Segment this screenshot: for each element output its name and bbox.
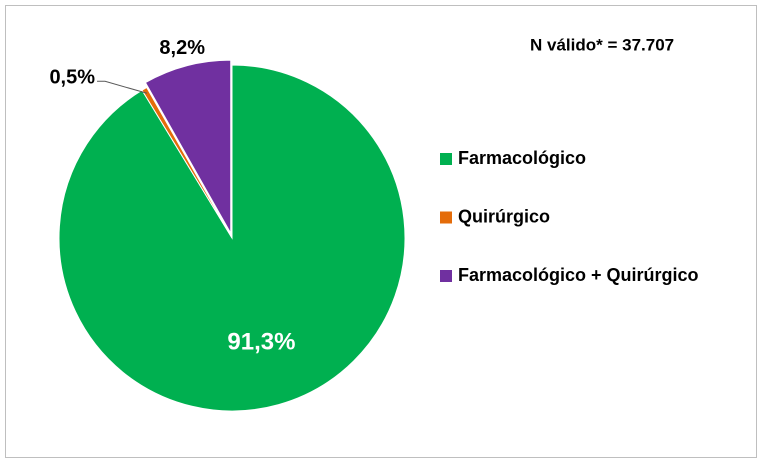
legend-swatch	[440, 211, 452, 224]
pie-slice	[144, 59, 232, 236]
legend-swatch	[440, 270, 452, 282]
data-label: 0,5%	[49, 67, 95, 89]
annotation: N válido* = 37.707	[530, 35, 674, 54]
data-label: 8,2%	[159, 37, 205, 59]
data-label: 91,3%	[227, 328, 295, 355]
legend-swatch	[440, 153, 452, 165]
legend-label: Quirúrgico	[458, 206, 550, 226]
leader-line	[97, 80, 148, 94]
legend-label: Farmacológico	[458, 148, 586, 168]
pie-slice	[141, 86, 233, 239]
legend-label: Farmacológico + Quirúrgico	[458, 265, 699, 285]
